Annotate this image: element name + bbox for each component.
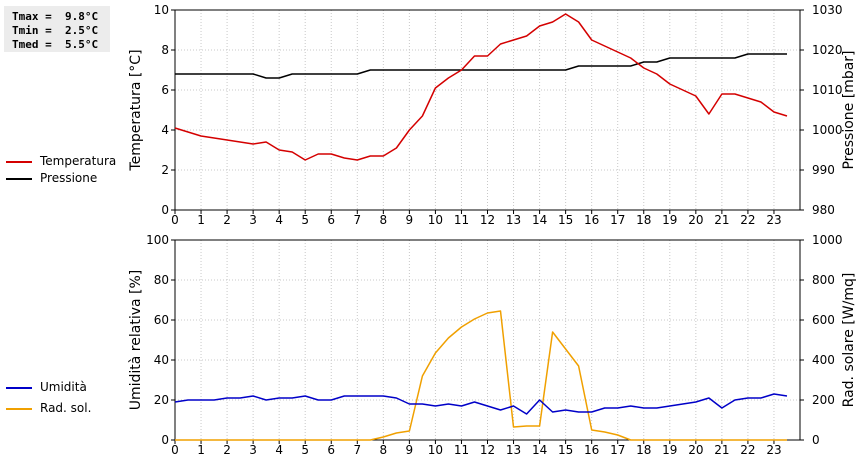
upper-y2-tick-label: 1000 <box>812 123 843 137</box>
lower-y-tick-label: 80 <box>154 273 169 287</box>
lower-x-tick-label: 4 <box>275 443 283 457</box>
upper-y2-tick-label: 990 <box>812 163 835 177</box>
upper-y-axis-title: Temperatura [°C] <box>128 49 144 171</box>
upper-x-tick-label: 20 <box>688 213 703 227</box>
lower-x-tick-label: 10 <box>428 443 443 457</box>
lower-y-tick-label: 0 <box>161 433 169 447</box>
lower-x-tick-label: 20 <box>688 443 703 457</box>
legend-swatch-radsol <box>6 408 32 410</box>
upper-y2-tick-label: 1020 <box>812 43 843 57</box>
stats-box: Tmax = 9.8°C Tmin = 2.5°C Tmed = 5.5°C <box>4 6 110 52</box>
lower-y2-tick-label: 0 <box>812 433 820 447</box>
upper-x-tick-label: 4 <box>275 213 283 227</box>
lower-y2-tick-label: 400 <box>812 353 835 367</box>
upper-series-temperatura <box>174 13 788 161</box>
lower-series-umidita <box>174 393 788 415</box>
lower-y2-tick-label: 800 <box>812 273 835 287</box>
upper-x-tick-label: 15 <box>558 213 573 227</box>
lower-y2-tick-label: 600 <box>812 313 835 327</box>
lower-x-tick-label: 1 <box>197 443 205 457</box>
legend-label-umidita: Umidità <box>40 380 87 394</box>
upper-x-tick-label: 8 <box>380 213 388 227</box>
lower-x-tick-label: 22 <box>740 443 755 457</box>
tmed-label: Tmed = 5.5°C <box>12 38 99 51</box>
lower-x-tick-label: 8 <box>380 443 388 457</box>
legend-swatch-temperatura <box>6 161 32 163</box>
upper-y2-tick-label: 980 <box>812 203 835 217</box>
upper-x-tick-label: 9 <box>406 213 414 227</box>
lower-x-tick-label: 14 <box>532 443 547 457</box>
lower-x-tick-label: 3 <box>249 443 257 457</box>
lower-x-tick-label: 19 <box>662 443 677 457</box>
lower-x-tick-label: 7 <box>353 443 361 457</box>
legend-label-radsol: Rad. sol. <box>40 401 92 415</box>
lower-y2-axis-title: Rad. solare [W/mq] <box>841 273 857 408</box>
lower-x-tick-label: 5 <box>301 443 309 457</box>
upper-y-tick-label: 0 <box>161 203 169 217</box>
lower-x-tick-label: 2 <box>223 443 231 457</box>
lower-chart: 0 1 2 3 4 5 6 7 8 9 10 11 12 13 14 15 16 17 18 19 20 21 22 2302… <box>128 233 857 457</box>
lower-x-tick-label: 0 <box>171 443 179 457</box>
upper-x-tick-label: 21 <box>714 213 729 227</box>
upper-x-tick-label: 18 <box>636 213 651 227</box>
upper-y-tick-label: 8 <box>161 43 169 57</box>
tmin-label: Tmin = 2.5°C <box>12 24 99 37</box>
upper-x-tick-label: 13 <box>506 213 521 227</box>
lower-x-tick-label: 21 <box>714 443 729 457</box>
legend-swatch-umidita <box>6 387 32 389</box>
lower-x-tick-label: 13 <box>506 443 521 457</box>
upper-y-tick-label: 4 <box>161 123 169 137</box>
tmax-label: Tmax = 9.8°C <box>12 10 99 23</box>
lower-x-tick-label: 11 <box>454 443 469 457</box>
lower-x-tick-label: 16 <box>584 443 599 457</box>
lower-y-tick-label: 60 <box>154 313 169 327</box>
upper-x-tick-label: 19 <box>662 213 677 227</box>
upper-y-tick-label: 6 <box>161 83 169 97</box>
upper-x-tick-label: 12 <box>480 213 495 227</box>
upper-x-tick-label: 23 <box>766 213 781 227</box>
legend-label-pressione: Pressione <box>40 171 98 185</box>
upper-y-tick-label: 10 <box>154 3 169 17</box>
upper-y2-tick-label: 1030 <box>812 3 843 17</box>
lower-x-tick-label: 17 <box>610 443 625 457</box>
lower-y-tick-label: 100 <box>146 233 169 247</box>
upper-x-tick-label: 16 <box>584 213 599 227</box>
upper-x-tick-label: 11 <box>454 213 469 227</box>
upper-x-tick-label: 3 <box>249 213 257 227</box>
lower-x-tick-label: 9 <box>406 443 414 457</box>
lower-series-rad-sol <box>175 310 787 441</box>
lower-x-tick-label: 6 <box>327 443 335 457</box>
legend-swatch-pressione <box>6 178 32 180</box>
upper-x-tick-label: 22 <box>740 213 755 227</box>
lower-x-tick-label: 23 <box>766 443 781 457</box>
legend-label-temperatura: Temperatura <box>40 154 117 168</box>
upper-series-pressione <box>175 53 787 79</box>
lower-y2-tick-label: 1000 <box>812 233 843 247</box>
upper-y2-axis-title: Pressione [mbar] <box>841 50 857 169</box>
upper-y-tick-label: 2 <box>161 163 169 177</box>
upper-x-tick-label: 7 <box>353 213 361 227</box>
lower-x-tick-label: 12 <box>480 443 495 457</box>
lower-y2-tick-label: 200 <box>812 393 835 407</box>
upper-x-tick-label: 1 <box>197 213 205 227</box>
upper-x-tick-label: 14 <box>532 213 547 227</box>
upper-x-tick-label: 17 <box>610 213 625 227</box>
lower-y-tick-label: 20 <box>154 393 169 407</box>
upper-y2-tick-label: 1010 <box>812 83 843 97</box>
upper-x-tick-label: 10 <box>428 213 443 227</box>
upper-x-tick-label: 2 <box>223 213 231 227</box>
upper-x-tick-label: 6 <box>327 213 335 227</box>
lower-x-tick-label: 18 <box>636 443 651 457</box>
lower-x-tick-label: 15 <box>558 443 573 457</box>
lower-y-tick-label: 40 <box>154 353 169 367</box>
upper-chart: 0 1 2 3 4 5 6 7 8 9 10 11 12 13 14 15 16 17 18 19 20 21 22 2302… <box>128 3 857 227</box>
upper-x-tick-label: 0 <box>171 213 179 227</box>
lower-y-axis-title: Umidità relativa [%] <box>128 270 144 411</box>
upper-x-tick-label: 5 <box>301 213 309 227</box>
